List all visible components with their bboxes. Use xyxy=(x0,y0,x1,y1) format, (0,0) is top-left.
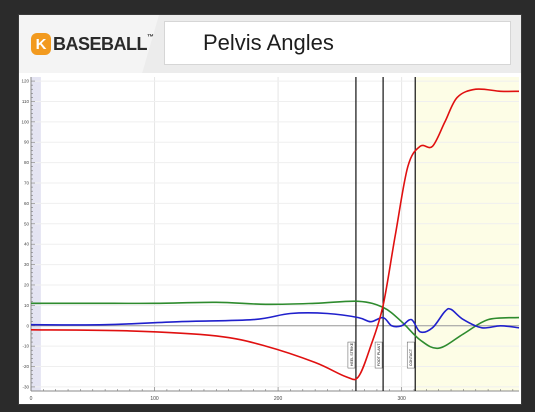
y-tick-label: 70 xyxy=(24,181,30,186)
y-tick-label: 110 xyxy=(22,99,30,104)
contact-label-box xyxy=(406,341,415,369)
y-tick-label: -20 xyxy=(22,364,29,369)
y-tick-label: 120 xyxy=(21,79,29,84)
series-line-2 xyxy=(30,307,520,334)
logo-wordmark: BASEBALL™ xyxy=(53,34,154,55)
y-tick-label: 60 xyxy=(24,201,30,206)
x-tick-label: 100 xyxy=(150,396,159,402)
trademark-mark: ™ xyxy=(147,34,154,41)
foot-plant-label-box xyxy=(374,341,383,369)
y-tick-label: 0 xyxy=(26,323,29,328)
series-line-1 xyxy=(30,300,520,350)
y-tick-label: 10 xyxy=(24,303,30,308)
heel-strike-label: HEEL STRIKE xyxy=(347,341,356,369)
y-tick-label: 40 xyxy=(24,242,30,247)
app-window: K BASEBALL™ Pelvis Angles 120 110 100 90 80 7… xyxy=(18,14,522,405)
y-tick-label: -10 xyxy=(22,344,29,349)
contact-label: CONTACT xyxy=(406,341,415,369)
contact-label-text: CONTACT xyxy=(409,348,413,366)
title-panel: Pelvis Angles xyxy=(164,21,511,65)
y-tick-label: -30 xyxy=(22,384,29,389)
logo-text: BASEBALL xyxy=(53,34,148,54)
y-tick-label: 50 xyxy=(24,221,30,226)
x-tick-label: 300 xyxy=(397,396,406,402)
page-title: Pelvis Angles xyxy=(203,30,334,55)
header-bar: K BASEBALL™ Pelvis Angles xyxy=(19,15,521,73)
y-tick-label: 30 xyxy=(24,262,30,267)
logo-panel: K BASEBALL™ xyxy=(19,15,159,73)
y-tick-label: 90 xyxy=(24,140,30,145)
x-tick-label: 200 xyxy=(274,396,283,402)
start-region-highlight xyxy=(31,77,41,391)
series-line-3 xyxy=(30,88,520,381)
heel-strike-label-box xyxy=(347,341,356,369)
post-contact-highlight xyxy=(415,77,519,391)
foot-plant-label: FOOT PLANT xyxy=(374,341,383,369)
x-tick-label: 0 xyxy=(30,396,33,402)
pelvis-angle-chart[interactable]: 120 110 100 90 80 70 60 50 40 30 20 10 0 -10 -20 -30 0 10… xyxy=(19,75,521,404)
foot-plant-label-text: FOOT PLANT xyxy=(377,343,381,366)
y-tick-label: 100 xyxy=(21,119,29,124)
heel-strike-label-text: HEEL STRIKE xyxy=(350,342,354,366)
y-tick-label: 20 xyxy=(24,282,30,287)
y-tick-label: 80 xyxy=(24,160,30,165)
k-logo-icon: K xyxy=(31,33,51,55)
